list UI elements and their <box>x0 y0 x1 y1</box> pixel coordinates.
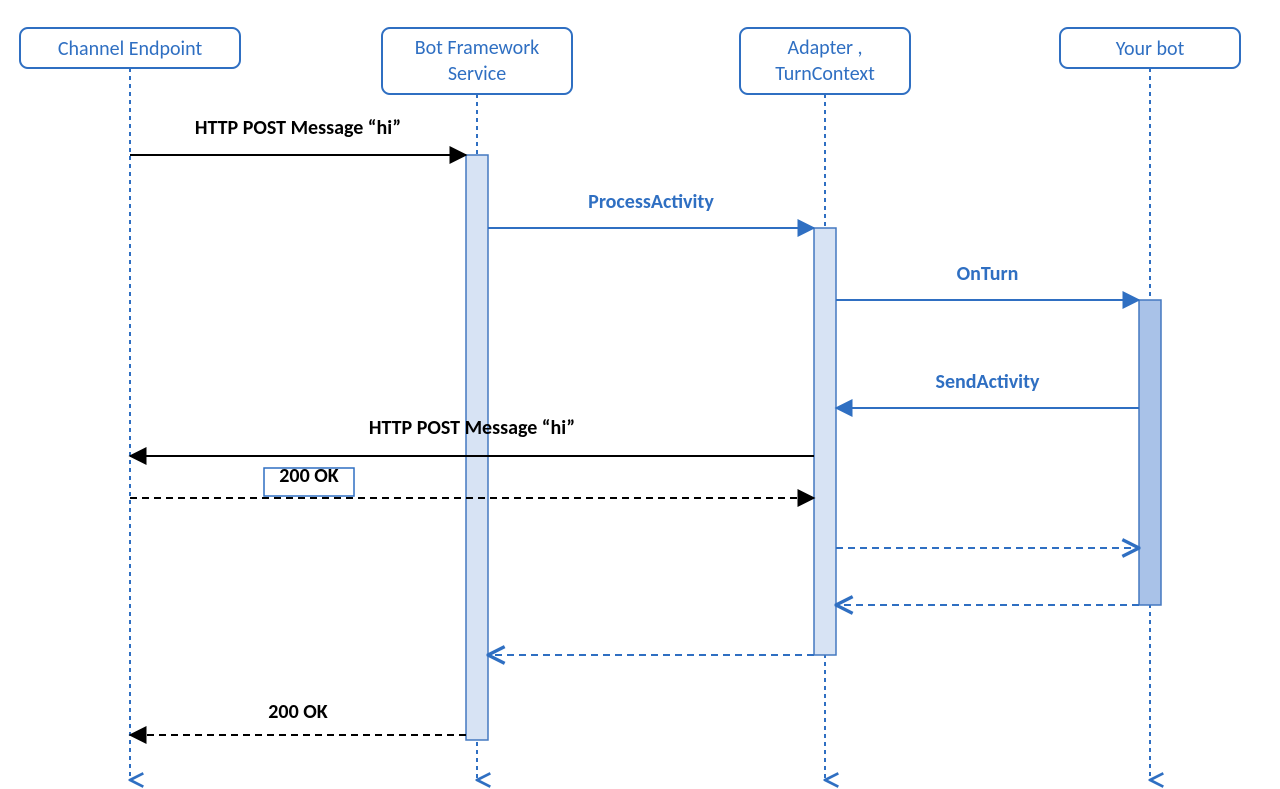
participant-label: TurnContext <box>775 62 875 86</box>
sequence-diagram: HTTP POST Message “hi” ProcessActivity OnT… <box>0 0 1280 789</box>
message-label: 200 OK <box>268 700 327 724</box>
participant-label: Your bot <box>1116 37 1185 61</box>
activation-bfs <box>466 155 488 740</box>
activation-adapter <box>814 228 836 655</box>
activation-bot <box>1139 300 1161 605</box>
message-label: HTTP POST Message “hi” <box>369 416 575 440</box>
participant-label: Channel Endpoint <box>58 37 203 61</box>
participant-label: Adapter , <box>788 36 863 60</box>
message-label: 200 OK <box>279 464 338 488</box>
message-label: HTTP POST Message “hi” <box>195 116 401 140</box>
message-label: OnTurn <box>957 262 1019 286</box>
participant-label: Service <box>448 62 506 86</box>
message-label: ProcessActivity <box>588 190 714 214</box>
message-label: SendActivity <box>936 370 1040 394</box>
participant-label: Bot Framework <box>415 36 540 60</box>
